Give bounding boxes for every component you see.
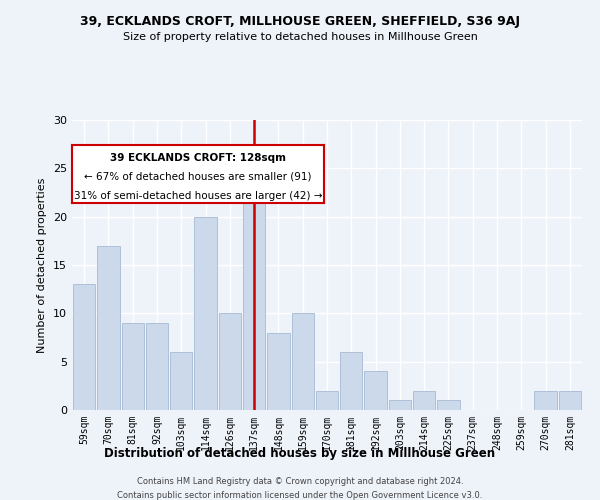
Bar: [146, 323, 168, 410]
Bar: [170, 352, 193, 410]
Bar: [535, 390, 557, 410]
Y-axis label: Number of detached properties: Number of detached properties: [37, 178, 47, 352]
Bar: [267, 332, 290, 410]
Bar: [389, 400, 411, 410]
Text: Size of property relative to detached houses in Millhouse Green: Size of property relative to detached ho…: [122, 32, 478, 42]
Bar: [340, 352, 362, 410]
Text: Contains public sector information licensed under the Open Government Licence v3: Contains public sector information licen…: [118, 491, 482, 500]
Text: Contains HM Land Registry data © Crown copyright and database right 2024.: Contains HM Land Registry data © Crown c…: [137, 478, 463, 486]
Bar: [437, 400, 460, 410]
Text: 31% of semi-detached houses are larger (42) →: 31% of semi-detached houses are larger (…: [74, 190, 322, 200]
Bar: [243, 178, 265, 410]
Bar: [194, 216, 217, 410]
Bar: [122, 323, 144, 410]
Bar: [413, 390, 436, 410]
Bar: [364, 372, 387, 410]
Text: 39, ECKLANDS CROFT, MILLHOUSE GREEN, SHEFFIELD, S36 9AJ: 39, ECKLANDS CROFT, MILLHOUSE GREEN, SHE…: [80, 15, 520, 28]
Bar: [292, 314, 314, 410]
Bar: [559, 390, 581, 410]
Text: ← 67% of detached houses are smaller (91): ← 67% of detached houses are smaller (91…: [84, 172, 312, 181]
Bar: [316, 390, 338, 410]
Bar: [97, 246, 119, 410]
Text: Distribution of detached houses by size in Millhouse Green: Distribution of detached houses by size …: [104, 448, 496, 460]
Bar: [218, 314, 241, 410]
Bar: [73, 284, 95, 410]
Text: 39 ECKLANDS CROFT: 128sqm: 39 ECKLANDS CROFT: 128sqm: [110, 152, 286, 162]
